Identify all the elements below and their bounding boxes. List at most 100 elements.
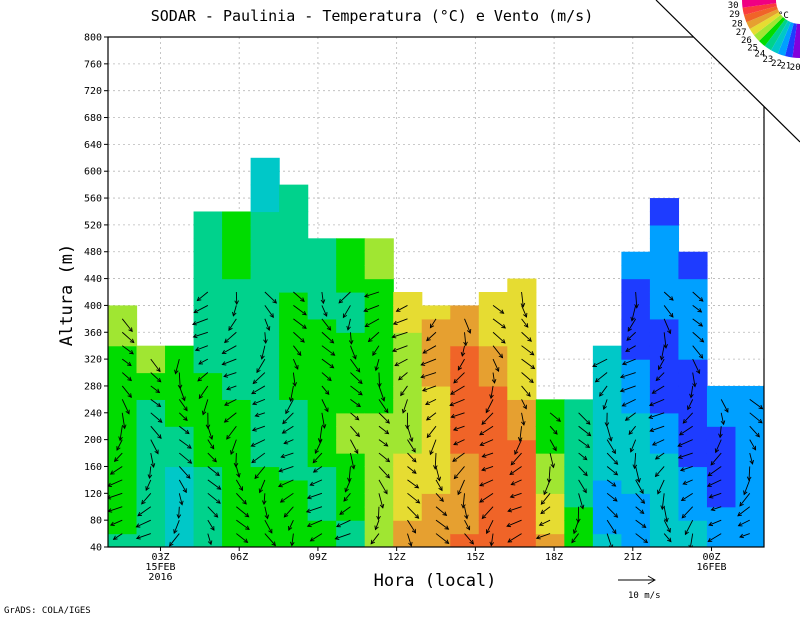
x-tick-label: 06Z	[230, 552, 248, 563]
temperature-cell	[336, 506, 366, 521]
temperature-cell	[136, 385, 166, 400]
temperature-cell	[592, 493, 622, 508]
temperature-cell	[250, 493, 280, 508]
temperature-cell	[364, 426, 394, 441]
temperature-cell	[364, 453, 394, 468]
colorbar-label: 30	[728, 1, 739, 11]
temperature-cell	[507, 520, 537, 535]
temperature-cell	[364, 305, 394, 320]
wind-arrow	[720, 399, 729, 413]
temperature-cell	[678, 251, 708, 266]
wind-arrow	[256, 358, 266, 374]
wind-arrow	[235, 479, 244, 492]
temperature-cell	[507, 426, 537, 441]
temperature-cell	[678, 332, 708, 347]
temperature-cell	[193, 318, 223, 333]
temperature-cell	[450, 506, 480, 521]
temperature-cell	[507, 533, 537, 547]
temperature-cell	[136, 479, 166, 494]
temperature-cell	[165, 506, 195, 521]
temperature-cell	[222, 305, 252, 320]
wind-arrow	[710, 506, 722, 512]
colorbar-label: 24	[754, 50, 765, 60]
wind-arrow	[398, 372, 408, 381]
temperature-cell	[307, 318, 337, 333]
wind-arrow	[261, 493, 267, 506]
temperature-cell	[592, 359, 622, 374]
temperature-cell	[364, 439, 394, 454]
temperature-cell	[592, 533, 622, 547]
wind-arrow	[426, 331, 437, 342]
temperature-cell	[478, 305, 508, 320]
wind-arrow	[720, 412, 726, 426]
temperature-cell	[108, 412, 138, 427]
colorbar-swatch	[777, 22, 794, 57]
wind-arrow	[207, 466, 220, 477]
wind-arrow	[150, 412, 163, 423]
temperature-cell	[421, 453, 451, 468]
temperature-cell	[165, 399, 195, 414]
temperature-cell	[621, 533, 651, 547]
temperature-cell	[393, 533, 423, 547]
wind-arrow	[624, 412, 636, 421]
temperature-cell	[649, 251, 680, 266]
wind-arrow	[549, 412, 562, 422]
wind-arrow	[378, 425, 390, 435]
wind-arrow	[481, 452, 494, 458]
temperature-cell	[222, 332, 252, 347]
wind-arrow	[491, 372, 497, 384]
temperature-cell	[735, 479, 764, 494]
temperature-cell	[108, 359, 138, 374]
temperature-cell	[478, 479, 508, 494]
temperature-cell	[250, 211, 280, 226]
temperature-cell	[250, 251, 280, 266]
wind-arrow	[663, 305, 674, 318]
wind-arrow	[191, 318, 208, 326]
wind-arrow	[453, 372, 465, 384]
y-tick-label: 520	[84, 220, 102, 231]
temperature-cell	[250, 533, 280, 547]
wind-arrow	[749, 439, 757, 451]
wind-arrow	[224, 398, 237, 406]
temperature-cell	[421, 305, 451, 320]
colorbar-swatch	[742, 3, 777, 16]
temperature-cell	[507, 305, 537, 320]
wind-arrow	[737, 506, 751, 517]
temperature-cell	[649, 412, 680, 427]
wind-arrow	[137, 506, 152, 517]
x-tick-sublabel: 2016	[148, 572, 172, 583]
y-tick-label: 200	[84, 435, 102, 446]
colorbar-swatch	[753, 14, 784, 42]
wind-arrow	[692, 331, 705, 343]
wind-arrow	[207, 519, 215, 531]
temperature-cell	[393, 466, 423, 481]
wind-arrow	[604, 412, 610, 427]
temperature-cell	[108, 520, 138, 535]
wind-arrow	[689, 385, 694, 399]
wind-arrow	[174, 358, 180, 375]
temperature-cell	[250, 318, 280, 333]
temperature-cell	[193, 238, 223, 253]
temperature-cell	[336, 265, 366, 280]
temperature-cell	[307, 345, 337, 360]
temperature-cell	[649, 238, 680, 253]
temperature-cell	[250, 184, 280, 199]
wind-arrow	[350, 412, 360, 421]
wind-arrow	[629, 439, 637, 453]
temperature-cell	[564, 506, 594, 521]
temperature-cell	[421, 426, 451, 441]
wind-arrow	[481, 506, 494, 520]
wind-arrow	[178, 479, 187, 494]
wind-arrow	[283, 439, 294, 445]
wind-arrow	[293, 318, 307, 329]
wind-arrow	[606, 519, 617, 535]
temperature-cell	[279, 332, 309, 347]
colorbar-swatch	[749, 12, 781, 36]
temperature-cell	[165, 493, 195, 508]
temperature-cell	[307, 533, 337, 547]
temperature-cell	[108, 318, 138, 333]
temperature-cell	[279, 238, 309, 253]
wind-arrow	[112, 533, 123, 540]
temperature-cell	[649, 332, 680, 347]
